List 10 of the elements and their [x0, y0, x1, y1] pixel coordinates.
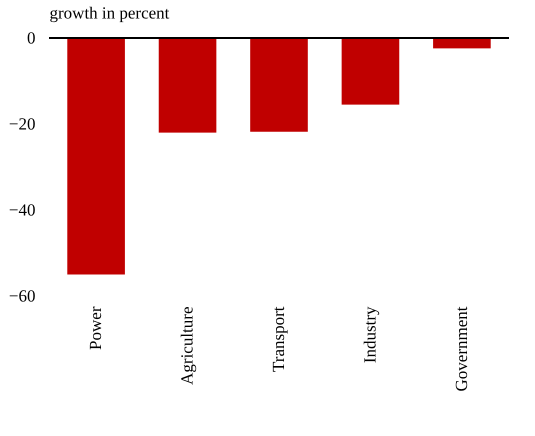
x-tick-label: Transport: [269, 306, 288, 372]
y-tick-label: −60: [8, 286, 36, 306]
y-tick-label: 0: [27, 28, 36, 48]
y-tick-label: −40: [8, 200, 36, 220]
x-tick-label: Agriculture: [178, 306, 197, 385]
y-axis-title: growth in percent: [50, 4, 170, 22]
x-tick-label: Government: [452, 306, 471, 392]
y-tick-label: −20: [8, 114, 36, 134]
x-tick-label: Power: [86, 306, 106, 350]
x-tick-label: Industry: [360, 306, 380, 364]
